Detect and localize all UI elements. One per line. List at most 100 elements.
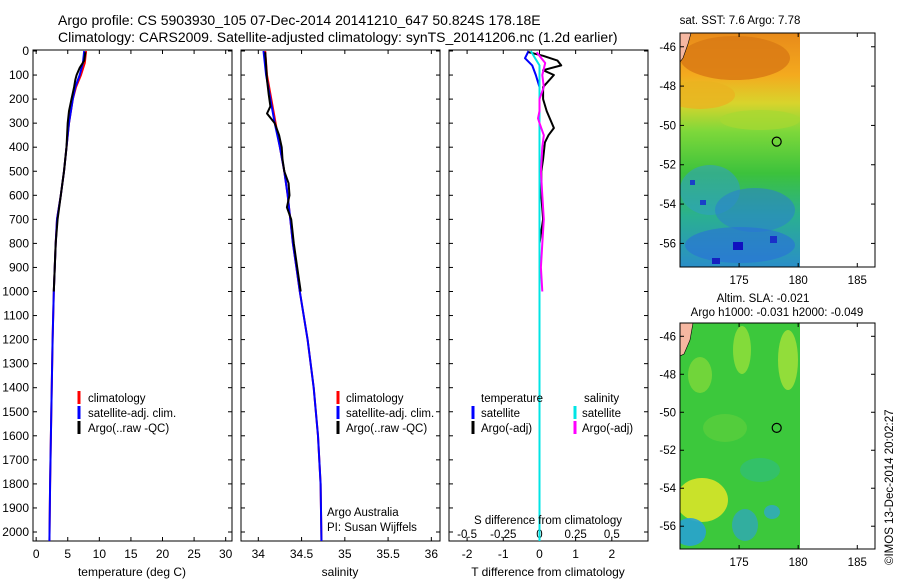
depth-tick-label: 1300 bbox=[2, 357, 29, 371]
lat-tick-label: -52 bbox=[659, 445, 676, 457]
temperature-axis: 0 5 10 15 20 25 30 bbox=[33, 50, 233, 561]
x-tick-label: 2 bbox=[608, 547, 615, 561]
x-tick-label: 25 bbox=[187, 547, 201, 561]
depth-tick-label: 200 bbox=[9, 92, 29, 106]
lat-tick-label: -48 bbox=[659, 81, 676, 93]
depth-tick-label: 1600 bbox=[2, 429, 29, 443]
x-tick-label: 30 bbox=[219, 547, 233, 561]
series-line-argo-raw-qc- bbox=[52, 52, 87, 292]
x-tick-label: 35.5 bbox=[376, 547, 400, 561]
difference-legend: temperature salinity satellite Argo(-adj… bbox=[471, 393, 633, 435]
lat-tick-label: -54 bbox=[659, 483, 676, 495]
legend-argo: Argo(..raw -QC) bbox=[88, 423, 169, 435]
s-tick-label: -0.25 bbox=[490, 529, 516, 541]
s-tick-label: 0.25 bbox=[564, 529, 586, 541]
lon-tick-label: 180 bbox=[789, 275, 808, 287]
lat-tick-label: -48 bbox=[659, 369, 676, 381]
depth-tick-label: 500 bbox=[9, 164, 29, 178]
x-tick-label: 34.5 bbox=[290, 547, 314, 561]
depth-tick-label: 600 bbox=[9, 188, 29, 202]
imos-credit: ©IMOS 13-Dec-2014 20:02:27 bbox=[884, 409, 896, 565]
argo-position-marker bbox=[771, 136, 782, 147]
lat-tick-label: -46 bbox=[659, 331, 676, 343]
annotation-pi: PI: Susan Wijffels bbox=[327, 522, 417, 534]
sla-map-title: Altim. SLA: -0.021 bbox=[717, 293, 810, 305]
depth-tick-label: 1400 bbox=[2, 381, 29, 395]
depth-tick-label: 1500 bbox=[2, 405, 29, 419]
x-tick-label: -1 bbox=[498, 547, 509, 561]
legend-salinity-title: salinity bbox=[584, 393, 619, 405]
x-tick-label: 20 bbox=[156, 547, 170, 561]
series-line-argo-raw-qc- bbox=[264, 52, 302, 292]
lon-tick-label: 185 bbox=[848, 557, 867, 569]
difference-series bbox=[524, 50, 563, 541]
x-tick-label: 35 bbox=[338, 547, 352, 561]
lat-tick-label: -54 bbox=[659, 199, 676, 211]
lon-tick-label: 185 bbox=[848, 275, 867, 287]
depth-tick-label: 0 bbox=[22, 44, 29, 58]
lat-tick-label: -50 bbox=[659, 120, 676, 132]
title-line-1: Argo profile: CS 5903930_105 07-Dec-2014… bbox=[58, 12, 541, 28]
sst-map: sat. SST: 7.6 Argo: 7.78 -46 -48 -50 -52 -54… bbox=[659, 15, 876, 287]
t-difference-axis: -2 -1 0 1 2 bbox=[462, 50, 615, 561]
legend-climatology: climatology bbox=[88, 393, 146, 405]
lat-tick-label: -56 bbox=[659, 521, 676, 533]
difference-panel: -2 -1 0 1 2 -0.5 -0.25 0 0.25 0.5 temperature sa… bbox=[448, 49, 649, 579]
argo-position-marker bbox=[771, 422, 782, 433]
depth-tick-label: 1900 bbox=[2, 501, 29, 515]
s-tick-label: -0.5 bbox=[457, 529, 477, 541]
temperature-series bbox=[48, 50, 88, 541]
sla-field bbox=[680, 323, 800, 549]
depth-tick-label: 2000 bbox=[2, 525, 29, 539]
salinity-series bbox=[262, 50, 323, 541]
depth-axis: 0 100 200 300 400 500 600 700 800 900 1000 1100 1200… bbox=[2, 44, 232, 539]
lon-tick-label: 175 bbox=[729, 557, 748, 569]
legend-sal-satellite: satellite bbox=[582, 408, 621, 420]
sla-map: Altim. SLA: -0.021 Argo h1000: -0.031 h2… bbox=[659, 293, 876, 569]
lon-tick-label: 175 bbox=[729, 275, 748, 287]
title-line-2: Climatology: CARS2009. Satellite-adjuste… bbox=[58, 29, 618, 45]
annotation-argo-australia: Argo Australia bbox=[327, 507, 399, 519]
temperature-xlabel: temperature (deg C) bbox=[78, 565, 186, 579]
salinity-axis: 34 34.5 35 35.5 36 bbox=[252, 50, 439, 561]
legend-temp-argo: Argo(-adj) bbox=[481, 423, 532, 435]
depth-tick-label: 800 bbox=[9, 236, 29, 250]
x-tick-label: 34 bbox=[252, 547, 266, 561]
salinity-legend: climatology satellite-adj. clim. Argo(..… bbox=[336, 391, 434, 435]
depth-tick-label: 700 bbox=[9, 212, 29, 226]
salinity-xlabel: salinity bbox=[322, 565, 359, 579]
legend-temperature-title: temperature bbox=[481, 393, 543, 405]
legend-sal-argo: Argo(-adj) bbox=[582, 423, 633, 435]
legend-satellite-adj: satellite-adj. clim. bbox=[88, 408, 176, 420]
sst-map-title: sat. SST: 7.6 Argo: 7.78 bbox=[680, 15, 801, 27]
depth-tick-label: 1100 bbox=[3, 309, 29, 323]
temperature-legend: climatology satellite-adj. clim. Argo(..… bbox=[77, 391, 176, 435]
temperature-panel: 0100200300400500600700800900100011001200… bbox=[2, 44, 232, 579]
lat-tick-label: -46 bbox=[659, 42, 676, 54]
x-tick-label: 0 bbox=[536, 547, 543, 561]
lat-tick-label: -50 bbox=[659, 407, 676, 419]
t-difference-xlabel: T difference from climatology bbox=[471, 565, 625, 579]
s-difference-label: S difference from climatology bbox=[474, 515, 622, 527]
x-tick-label: 5 bbox=[64, 547, 71, 561]
depth-tick-label: 900 bbox=[9, 260, 29, 274]
legend-temp-satellite: satellite bbox=[481, 408, 520, 420]
lat-tick-label: -52 bbox=[659, 160, 676, 172]
x-tick-label: 36 bbox=[425, 547, 439, 561]
legend-argo: Argo(..raw -QC) bbox=[346, 423, 427, 435]
depth-tick-label: 1000 bbox=[2, 285, 29, 299]
depth-tick-label: 1700 bbox=[2, 453, 29, 467]
x-tick-label: 0 bbox=[33, 547, 40, 561]
depth-tick-label: 100 bbox=[9, 68, 29, 82]
salinity-panel: 34 34.5 35 35.5 36 climatology satellite-adj… bbox=[240, 49, 441, 579]
s-tick-label: 0.5 bbox=[604, 529, 620, 541]
depth-tick-label: 1200 bbox=[2, 333, 29, 347]
legend-satellite-adj: satellite-adj. clim. bbox=[346, 408, 434, 420]
series-line-salinity-argo-adj- bbox=[535, 51, 547, 292]
x-tick-label: 10 bbox=[93, 547, 107, 561]
sst-field bbox=[680, 33, 800, 267]
lon-tick-label: 180 bbox=[789, 557, 808, 569]
depth-tick-label: 300 bbox=[9, 116, 29, 130]
depth-tick-label: 400 bbox=[9, 140, 29, 154]
